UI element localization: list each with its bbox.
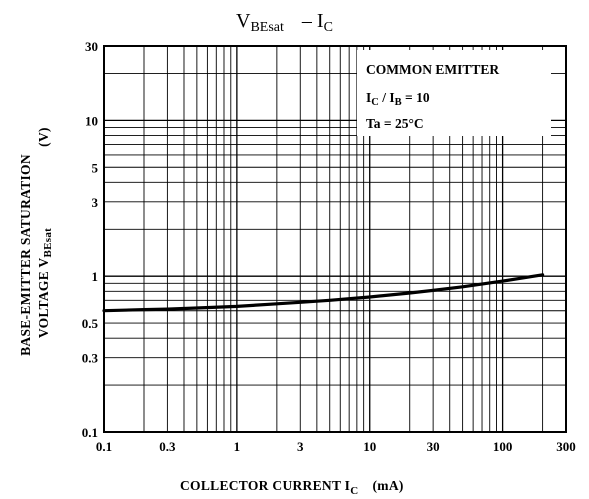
annotation-line3: Ta = 25°C: [366, 116, 424, 131]
x-tick-label: 10: [363, 439, 376, 454]
annotation-line1: COMMON EMITTER: [366, 62, 499, 77]
plot-frame: [103, 45, 567, 433]
annotation-ib-sub: B: [395, 97, 402, 108]
data-series: [102, 273, 545, 313]
annotation-ratio: = 10: [402, 90, 430, 105]
legend-box-bg: [357, 50, 551, 136]
y-axis-title-voltage: VOLTAGE V: [36, 258, 51, 339]
title-main-sub: BEsat: [250, 20, 284, 35]
tick-labels: 0.1 0.3 1 3 10 30 100 300 0.1 0.3 0.5 1 3 5 10 30: [82, 39, 576, 454]
annotation-ic: I: [366, 90, 371, 105]
y-tick-label: 10: [85, 113, 98, 128]
title-sep-sub: C: [324, 20, 333, 35]
y-tick-label: 1: [92, 269, 99, 284]
y-tick-label: 0.5: [82, 316, 99, 331]
annotation-line2: IC / IB = 10: [366, 90, 430, 108]
y-axis-title: BASE-EMITTER SATURATION VOLTAGE VBEsat (…: [18, 127, 54, 356]
x-axis-title-text: COLLECTOR CURRENT I: [180, 478, 350, 493]
x-tick-label: 3: [297, 439, 304, 454]
y-axis-unit: (V): [36, 127, 51, 147]
chart-title: VBEsat – IC: [236, 10, 333, 35]
y-tick-label: 0.3: [82, 351, 99, 366]
y-tick-label: 5: [92, 160, 99, 175]
y-axis-title-line2: VOLTAGE VBEsat: [36, 228, 54, 338]
x-tick-label: 0.3: [159, 439, 176, 454]
x-tick-label: 100: [493, 439, 513, 454]
annotation-ic-sub: C: [371, 97, 379, 108]
x-tick-label: 300: [556, 439, 576, 454]
x-tick-label: 1: [234, 439, 241, 454]
x-tick-label: 0.1: [96, 439, 112, 454]
series-line: [102, 273, 545, 313]
x-axis-unit: (mA): [373, 478, 404, 493]
x-tick-label: 30: [427, 439, 440, 454]
y-tick-label: 3: [92, 195, 99, 210]
annotation-sep: / I: [379, 90, 395, 105]
y-tick-label: 0.1: [82, 425, 98, 440]
legend-box: COMMON EMITTER IC / IB = 10 Ta = 25°C: [357, 50, 551, 136]
x-axis-title-sub: C: [350, 485, 358, 497]
title-main: V: [236, 10, 251, 32]
y-axis-title-sub: BEsat: [42, 228, 54, 258]
title-sep: – I: [301, 10, 324, 32]
y-tick-label: 30: [85, 39, 98, 54]
y-axis-title-line1: BASE-EMITTER SATURATION: [18, 154, 33, 356]
x-axis-title: COLLECTOR CURRENT IC (mA): [180, 478, 404, 497]
